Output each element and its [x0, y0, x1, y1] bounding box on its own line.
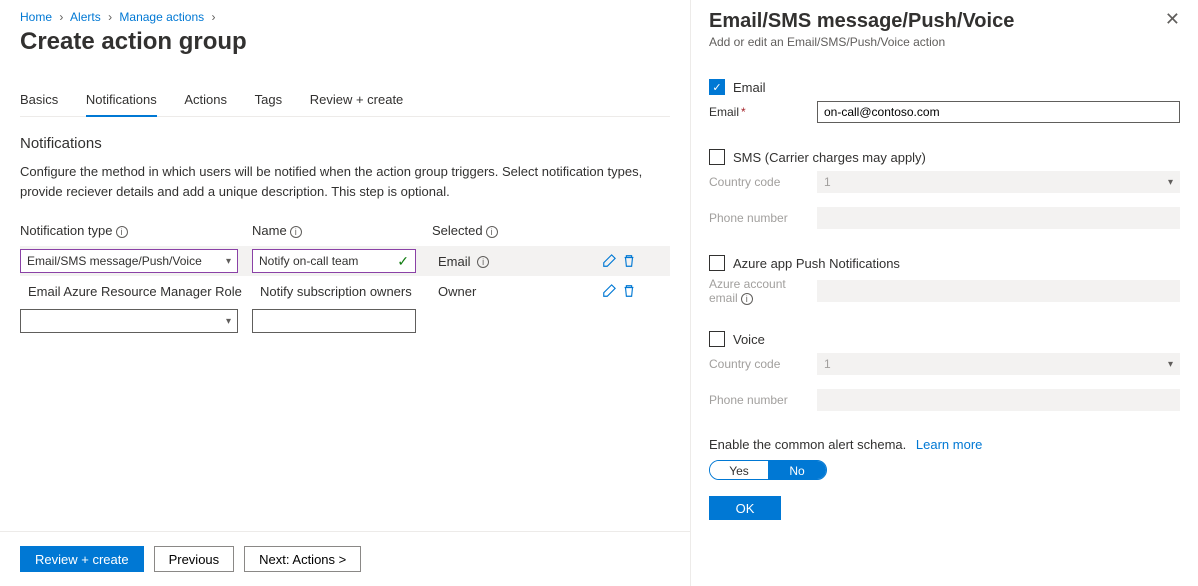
sms-country-code-label: Country code [709, 175, 817, 189]
sms-phone-label: Phone number [709, 211, 817, 225]
close-icon[interactable]: ✕ [1165, 10, 1180, 28]
voice-checkbox[interactable] [709, 331, 725, 347]
footer: Review + create Previous Next: Actions > [0, 531, 690, 586]
push-checkbox[interactable] [709, 255, 725, 271]
email-checkbox-label: Email [733, 80, 766, 95]
review-create-button[interactable]: Review + create [20, 546, 144, 572]
grid-header: Notification typei Namei Selectedi [20, 223, 670, 238]
chevron-down-icon: ▾ [1168, 359, 1173, 370]
email-input[interactable] [817, 101, 1180, 123]
notification-type-select-empty[interactable]: ▾ [20, 309, 238, 333]
info-icon[interactable]: i [486, 226, 498, 238]
page-title: Create action group [20, 28, 670, 56]
schema-toggle-no[interactable]: No [768, 461, 826, 479]
info-icon[interactable]: i [741, 293, 753, 305]
learn-more-link[interactable]: Learn more [916, 437, 982, 452]
breadcrumb: Home › Alerts › Manage actions › [20, 10, 670, 24]
info-icon[interactable]: i [290, 226, 302, 238]
previous-button[interactable]: Previous [154, 546, 235, 572]
chevron-right-icon: › [211, 10, 215, 24]
voice-section: Voice Country code 1 ▾ Phone number [709, 331, 1180, 411]
schema-text: Enable the common alert schema. Learn mo… [709, 437, 1180, 452]
sms-checkbox-label: SMS (Carrier charges may apply) [733, 150, 926, 165]
header-selected: Selectedi [432, 223, 602, 238]
email-section: ✓ Email Email* [709, 79, 1180, 123]
info-icon[interactable]: i [477, 256, 489, 268]
tab-bar: Basics Notifications Actions Tags Review… [20, 86, 670, 117]
schema-toggle-yes[interactable]: Yes [710, 461, 768, 479]
sms-checkbox[interactable] [709, 149, 725, 165]
info-icon[interactable]: i [116, 226, 128, 238]
panel-title: Email/SMS message/Push/Voice [709, 10, 1014, 33]
voice-phone-input[interactable] [817, 389, 1180, 411]
schema-toggle[interactable]: Yes No [709, 460, 827, 480]
sms-section: SMS (Carrier charges may apply) Country … [709, 149, 1180, 229]
tab-basics[interactable]: Basics [20, 86, 58, 115]
section-title: Notifications [20, 135, 670, 152]
delete-icon[interactable] [622, 284, 636, 298]
header-name: Namei [252, 223, 432, 238]
breadcrumb-alerts[interactable]: Alerts [70, 10, 101, 24]
sms-phone-input[interactable] [817, 207, 1180, 229]
breadcrumb-home[interactable]: Home [20, 10, 52, 24]
push-account-label: Azure account emaili [709, 277, 817, 305]
breadcrumb-manage-actions[interactable]: Manage actions [119, 10, 204, 24]
chevron-right-icon: › [108, 10, 112, 24]
voice-phone-label: Phone number [709, 393, 817, 407]
main-pane: Home › Alerts › Manage actions › Create … [0, 0, 690, 586]
push-account-input[interactable] [817, 280, 1180, 302]
table-row: ▾ [20, 306, 670, 336]
tab-tags[interactable]: Tags [255, 86, 282, 115]
edit-icon[interactable] [602, 284, 616, 298]
table-row: Email Azure Resource Manager Role Notify… [20, 276, 670, 306]
voice-country-code-label: Country code [709, 357, 817, 371]
notification-name-input-empty[interactable] [252, 309, 416, 333]
ok-button[interactable]: OK [709, 496, 781, 520]
push-section: Azure app Push Notifications Azure accou… [709, 255, 1180, 305]
check-icon: ✓ [397, 253, 409, 270]
chevron-down-icon: ▾ [1168, 177, 1173, 188]
voice-checkbox-label: Voice [733, 332, 765, 347]
next-button[interactable]: Next: Actions > [244, 546, 361, 572]
chevron-down-icon: ▾ [226, 256, 231, 267]
selected-value: Email [438, 254, 471, 269]
edit-icon[interactable] [602, 254, 616, 268]
email-field-label: Email* [709, 105, 817, 119]
table-row: Email/SMS message/Push/Voice ▾ Notify on… [20, 246, 670, 276]
tab-actions[interactable]: Actions [184, 86, 227, 115]
delete-icon[interactable] [622, 254, 636, 268]
tab-notifications[interactable]: Notifications [86, 86, 157, 117]
notification-type-text: Email Azure Resource Manager Role [28, 284, 242, 299]
notification-name-input[interactable]: Notify on-call team ✓ [252, 249, 416, 273]
email-checkbox[interactable]: ✓ [709, 79, 725, 95]
header-notification-type: Notification typei [20, 223, 252, 238]
notification-type-select[interactable]: Email/SMS message/Push/Voice ▾ [20, 249, 238, 273]
section-description: Configure the method in which users will… [20, 162, 660, 201]
chevron-down-icon: ▾ [226, 316, 231, 327]
chevron-right-icon: › [59, 10, 63, 24]
voice-country-code-select[interactable]: 1 ▾ [817, 353, 1180, 375]
push-checkbox-label: Azure app Push Notifications [733, 256, 900, 271]
sms-country-code-select[interactable]: 1 ▾ [817, 171, 1180, 193]
notification-name-text: Notify subscription owners [260, 284, 412, 299]
tab-review-create[interactable]: Review + create [310, 86, 404, 115]
selected-value: Owner [438, 284, 476, 299]
side-panel: Email/SMS message/Push/Voice Add or edit… [690, 0, 1198, 586]
panel-subtitle: Add or edit an Email/SMS/Push/Voice acti… [709, 35, 1014, 49]
